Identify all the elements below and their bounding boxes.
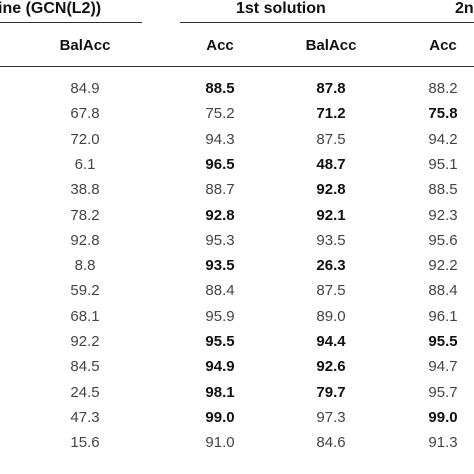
col-header-second-acc: Acc xyxy=(429,37,457,54)
table-cell: 97.3 xyxy=(316,409,346,426)
group-rule-baseline xyxy=(0,22,142,23)
group-header-second-solution: 2n xyxy=(455,0,474,17)
table-cell: 95.5 xyxy=(428,333,458,350)
table-cell: 92.2 xyxy=(70,333,100,350)
col-header-first-acc: Acc xyxy=(206,37,234,54)
table-cell: 94.4 xyxy=(316,333,346,350)
table-cell: 93.5 xyxy=(205,257,235,274)
group-header-baseline: ine (GCN(L2)) xyxy=(0,0,102,17)
table-cell: 79.7 xyxy=(316,384,346,401)
table-cell: 95.6 xyxy=(428,232,458,249)
table-cell: 92.2 xyxy=(428,257,458,274)
table-cell: 59.2 xyxy=(70,282,100,299)
table-cell: 15.6 xyxy=(70,434,100,451)
table-cell: 87.5 xyxy=(316,131,346,148)
table-cell: 92.8 xyxy=(70,232,100,249)
table-cell: 88.4 xyxy=(428,282,458,299)
table-cell: 95.7 xyxy=(428,384,458,401)
header-rule xyxy=(0,66,474,67)
table-cell: 91.0 xyxy=(205,434,235,451)
table-cell: 68.1 xyxy=(70,308,100,325)
table-cell: 38.8 xyxy=(70,181,100,198)
table-cell: 96.1 xyxy=(428,308,458,325)
table-cell: 26.3 xyxy=(316,257,346,274)
table-cell: 92.6 xyxy=(316,358,346,375)
table-cell: 84.5 xyxy=(70,358,100,375)
table-cell: 94.2 xyxy=(428,131,458,148)
table-cell: 87.8 xyxy=(316,80,346,97)
table-cell: 67.8 xyxy=(70,105,100,122)
table-cell: 95.1 xyxy=(428,156,458,173)
table-cell: 88.4 xyxy=(205,282,235,299)
table-cell: 93.5 xyxy=(316,232,346,249)
col-header-baseline-balacc: BalAcc xyxy=(59,37,111,54)
table-cell: 92.3 xyxy=(428,207,458,224)
table-cell: 98.1 xyxy=(205,384,235,401)
table-cell: 94.3 xyxy=(205,131,235,148)
table-cell: 75.8 xyxy=(428,105,458,122)
table-cell: 88.2 xyxy=(428,80,458,97)
table-cell: 24.5 xyxy=(70,384,100,401)
table-cell: 8.8 xyxy=(74,257,96,274)
col-header-first-balacc: BalAcc xyxy=(305,37,357,54)
table-cell: 95.3 xyxy=(205,232,235,249)
table-cell: 47.3 xyxy=(70,409,100,426)
group-header-first-solution: 1st solution xyxy=(236,0,326,17)
table-cell: 94.7 xyxy=(428,358,458,375)
table-cell: 87.5 xyxy=(316,282,346,299)
table-cell: 91.3 xyxy=(428,434,458,451)
table-cell: 99.0 xyxy=(428,409,458,426)
table-cell: 89.0 xyxy=(316,308,346,325)
group-rule-first-solution xyxy=(180,22,430,23)
table-cell: 92.8 xyxy=(205,207,235,224)
group-rule-second-solution xyxy=(400,22,474,23)
table-cell: 88.5 xyxy=(428,181,458,198)
table-cell: 88.5 xyxy=(205,80,235,97)
table-cell: 6.1 xyxy=(74,156,96,173)
table-cell: 84.9 xyxy=(70,80,100,97)
table-cell: 99.0 xyxy=(205,409,235,426)
table-cell: 95.5 xyxy=(205,333,235,350)
table-cell: 78.2 xyxy=(70,207,100,224)
table-cell: 88.7 xyxy=(205,181,235,198)
table-cell: 75.2 xyxy=(205,105,235,122)
table-cell: 84.6 xyxy=(316,434,346,451)
table-cell: 71.2 xyxy=(316,105,346,122)
table-cell: 72.0 xyxy=(70,131,100,148)
table-cell: 92.1 xyxy=(316,207,346,224)
table-cell: 95.9 xyxy=(205,308,235,325)
table-cell: 48.7 xyxy=(316,156,346,173)
table-cell: 94.9 xyxy=(205,358,235,375)
table-cell: 92.8 xyxy=(316,181,346,198)
table-cell: 96.5 xyxy=(205,156,235,173)
